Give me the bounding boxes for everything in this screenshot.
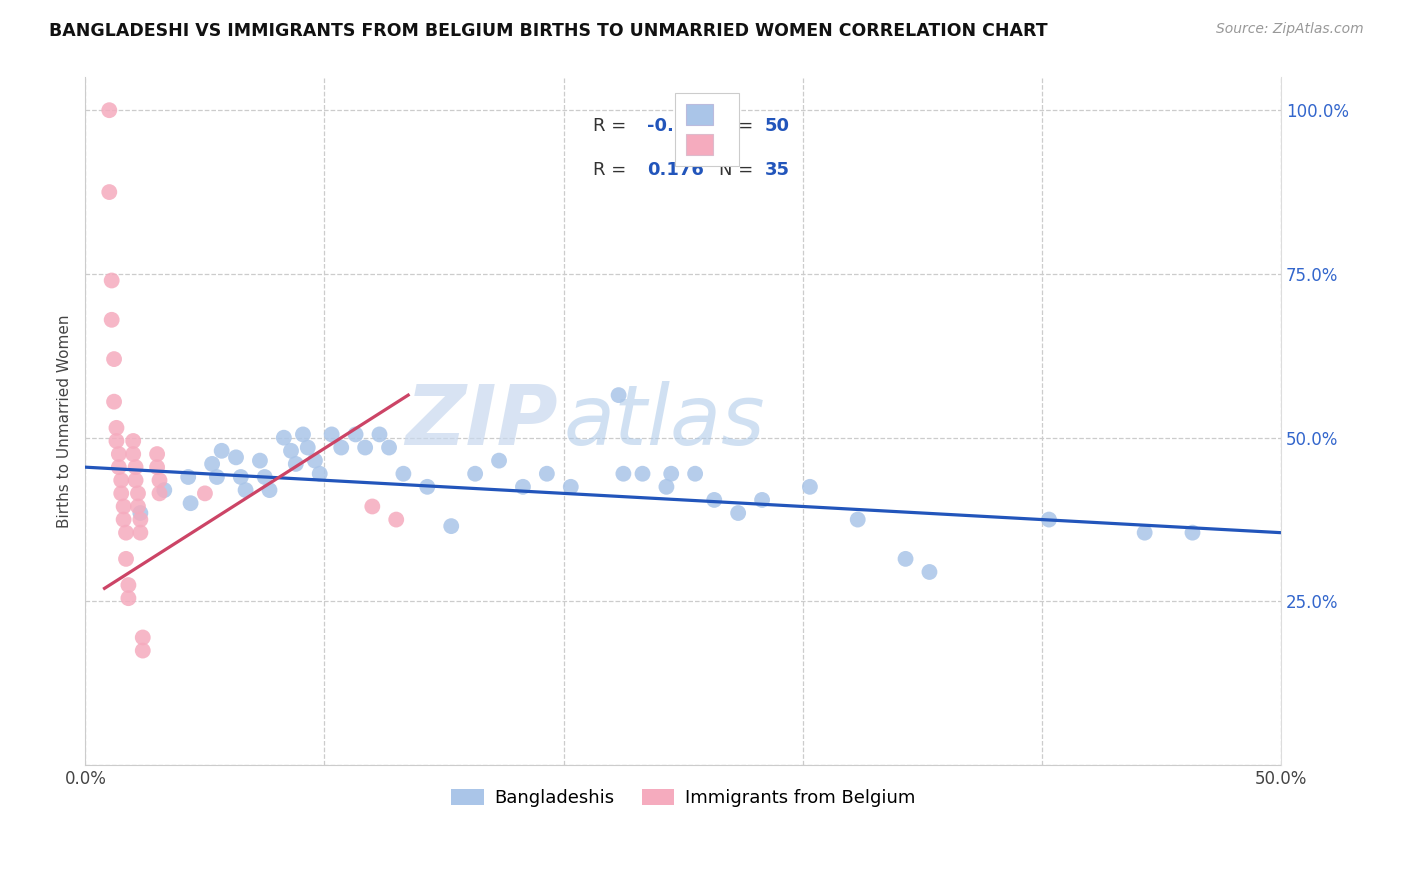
Point xyxy=(751,492,773,507)
Text: Source: ZipAtlas.com: Source: ZipAtlas.com xyxy=(1216,22,1364,37)
Point xyxy=(361,500,384,514)
Point xyxy=(146,460,169,475)
Point xyxy=(280,443,302,458)
Point xyxy=(122,434,145,448)
Point xyxy=(727,506,749,520)
Point xyxy=(416,480,439,494)
Point xyxy=(1181,525,1204,540)
Point xyxy=(488,453,510,467)
Text: ZIP: ZIP xyxy=(405,381,558,462)
Point xyxy=(180,496,202,510)
Point xyxy=(132,643,155,657)
Point xyxy=(440,519,463,533)
Point xyxy=(177,470,200,484)
Point xyxy=(127,486,149,500)
Point xyxy=(98,103,121,118)
Point xyxy=(112,500,135,514)
Point xyxy=(378,441,401,455)
Point xyxy=(308,467,330,481)
Legend: Bangladeshis, Immigrants from Belgium: Bangladeshis, Immigrants from Belgium xyxy=(444,782,922,814)
Point xyxy=(894,552,917,566)
Point xyxy=(129,506,152,520)
Point xyxy=(612,467,634,481)
Point xyxy=(392,467,415,481)
Text: -0.139: -0.139 xyxy=(647,117,711,135)
Point xyxy=(194,486,217,500)
Point xyxy=(249,453,271,467)
Point xyxy=(846,512,869,526)
Point xyxy=(129,525,152,540)
Point xyxy=(225,450,247,465)
Point xyxy=(117,578,139,592)
Text: R =: R = xyxy=(593,117,633,135)
Point xyxy=(122,447,145,461)
Point xyxy=(284,457,307,471)
Point xyxy=(103,394,125,409)
Point xyxy=(259,483,281,497)
Point xyxy=(235,483,257,497)
Point xyxy=(115,525,138,540)
Point xyxy=(321,427,343,442)
Point xyxy=(127,500,149,514)
Point xyxy=(918,565,941,579)
Point xyxy=(304,453,326,467)
Point xyxy=(536,467,558,481)
Point xyxy=(110,473,132,487)
Point xyxy=(683,467,706,481)
Point xyxy=(330,441,353,455)
Point xyxy=(103,352,125,367)
Y-axis label: Births to Unmarried Women: Births to Unmarried Women xyxy=(58,315,72,528)
Text: N =: N = xyxy=(718,117,759,135)
Point xyxy=(291,427,314,442)
Point xyxy=(659,467,682,481)
Point xyxy=(229,470,252,484)
Point xyxy=(799,480,821,494)
Text: 35: 35 xyxy=(765,161,789,179)
Text: 0.176: 0.176 xyxy=(647,161,704,179)
Point xyxy=(108,460,131,475)
Point xyxy=(512,480,534,494)
Point xyxy=(105,434,128,448)
Point xyxy=(703,492,725,507)
Point xyxy=(146,447,169,461)
Point xyxy=(148,486,170,500)
Point xyxy=(148,473,170,487)
Point xyxy=(153,483,176,497)
Point xyxy=(607,388,630,402)
Text: 50: 50 xyxy=(765,117,789,135)
Point xyxy=(297,441,319,455)
Point xyxy=(100,313,122,327)
Point xyxy=(124,473,146,487)
Text: N =: N = xyxy=(718,161,759,179)
Point xyxy=(110,486,132,500)
Text: R =: R = xyxy=(593,161,633,179)
Point xyxy=(344,427,367,442)
Text: atlas: atlas xyxy=(564,381,765,462)
Point xyxy=(253,470,276,484)
Point xyxy=(201,457,224,471)
Point xyxy=(464,467,486,481)
Point xyxy=(211,443,233,458)
Point xyxy=(631,467,654,481)
Point xyxy=(273,431,295,445)
Point xyxy=(112,512,135,526)
Point xyxy=(385,512,408,526)
Point xyxy=(205,470,228,484)
Point xyxy=(98,185,121,199)
Text: BANGLADESHI VS IMMIGRANTS FROM BELGIUM BIRTHS TO UNMARRIED WOMEN CORRELATION CHA: BANGLADESHI VS IMMIGRANTS FROM BELGIUM B… xyxy=(49,22,1047,40)
Point xyxy=(124,460,146,475)
Point xyxy=(354,441,377,455)
Point xyxy=(132,631,155,645)
Point xyxy=(108,447,131,461)
Point xyxy=(1133,525,1156,540)
Point xyxy=(1038,512,1060,526)
Point xyxy=(655,480,678,494)
Point xyxy=(115,552,138,566)
Point xyxy=(560,480,582,494)
Point xyxy=(117,591,139,606)
Point xyxy=(105,421,128,435)
Point xyxy=(129,512,152,526)
Point xyxy=(368,427,391,442)
Point xyxy=(100,273,122,287)
